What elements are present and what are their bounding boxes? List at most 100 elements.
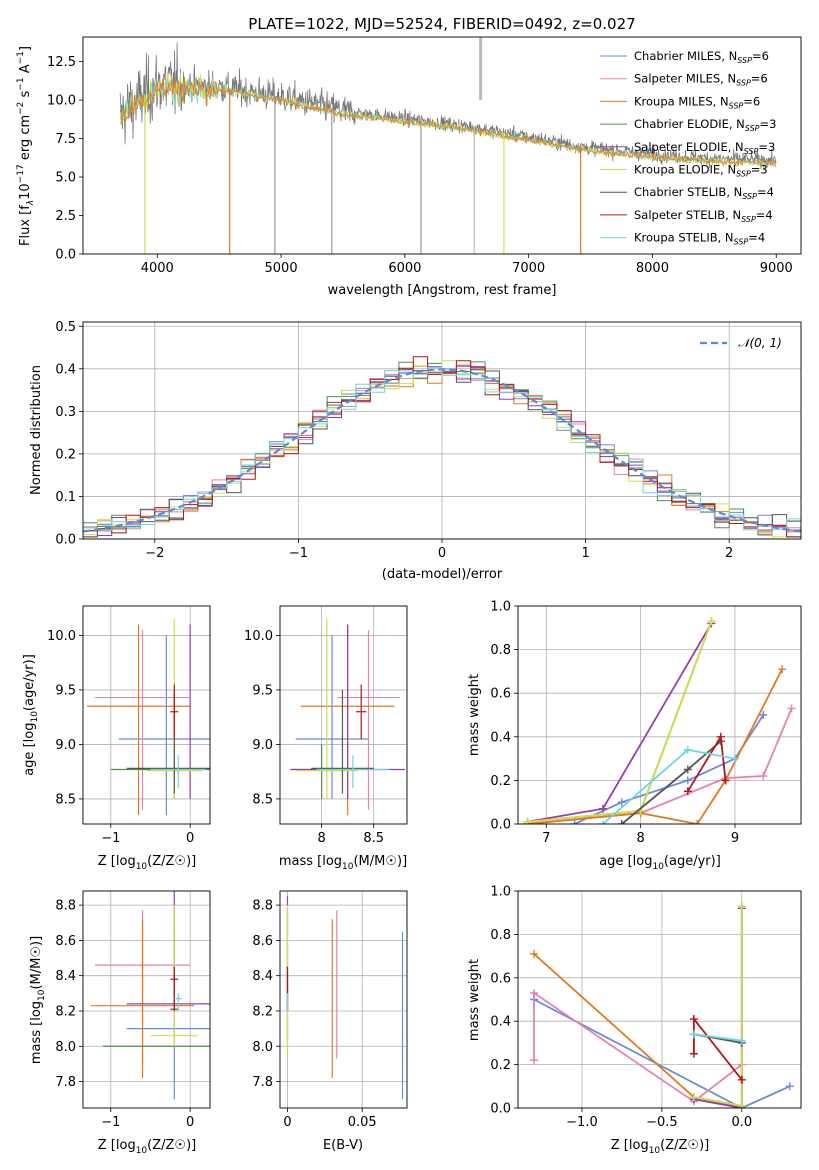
subscript: SSP xyxy=(744,147,759,156)
label-part: 10 xyxy=(18,183,33,200)
x-axis-label: Z [log10(Z/Z☉)] xyxy=(98,854,196,872)
y-tick-label: 8.4 xyxy=(55,969,76,984)
y-tick-label: 7.5 xyxy=(55,132,76,147)
weight-marker xyxy=(570,820,579,824)
x-tick-label: 6000 xyxy=(388,261,421,276)
weight-series xyxy=(693,906,743,1107)
x-tick-label: −2 xyxy=(145,546,164,561)
errorbars xyxy=(286,896,404,1100)
y-tick-label: 2.5 xyxy=(55,209,76,224)
weight-marker xyxy=(689,1015,698,1024)
y-tick-label: 8.8 xyxy=(55,899,76,914)
weight-marker xyxy=(617,820,626,824)
y-tick-label: 9.5 xyxy=(252,683,273,698)
label-part: =4 xyxy=(748,231,765,245)
subscript: SSP xyxy=(745,124,760,133)
label-part: (M/M☉)] xyxy=(353,854,407,869)
spectrum-lines xyxy=(119,37,777,254)
x-tick-label: 0 xyxy=(186,1115,194,1130)
legend-label: Kroupa ELODIE, NSSP=3 xyxy=(634,163,768,179)
y-tick-label: 0.1 xyxy=(55,490,76,505)
histograms xyxy=(83,356,801,538)
y-tick-label: 10.0 xyxy=(47,629,76,644)
weight-marker xyxy=(730,754,739,763)
x-tick-label: 5000 xyxy=(265,261,298,276)
x-tick-label: 9000 xyxy=(760,261,793,276)
subscript: 10 xyxy=(37,989,47,1001)
x-tick-label: 0.05 xyxy=(348,1115,377,1130)
x-tick-label: 0 xyxy=(438,546,446,561)
y-tick-label: 0.2 xyxy=(490,774,511,789)
weight-marker xyxy=(707,617,716,626)
label-part: (M/M☉)] xyxy=(29,936,44,990)
y-axis-label: mass weight xyxy=(467,959,482,1041)
weight-marker xyxy=(689,1093,698,1102)
weight-series xyxy=(527,668,783,824)
subscript: 10 xyxy=(342,862,354,872)
weight-marker xyxy=(529,1056,538,1065)
x-axis-label: Z [log10(Z/Z☉)] xyxy=(98,1138,196,1156)
weight-series xyxy=(533,998,791,1108)
label-part: (age/yr)] xyxy=(664,854,721,869)
x-tick-label: 7 xyxy=(542,831,550,846)
label-part: (Z/Z☉)] xyxy=(147,1138,196,1153)
y-tick-label: 9.0 xyxy=(252,738,273,753)
label-part: ] xyxy=(18,46,33,51)
y-axis-label: Normed distribution xyxy=(29,365,44,495)
y-tick-label: 8.6 xyxy=(252,934,273,949)
y-tick-label: 8.0 xyxy=(55,1040,76,1055)
weight-marker xyxy=(529,988,538,997)
label-part: =4 xyxy=(756,208,773,222)
y-tick-label: 8.5 xyxy=(252,792,273,807)
superscript: −1 xyxy=(16,51,26,64)
label-part: =3 xyxy=(760,117,777,131)
legend-label: Chabrier ELODIE, NSSP=3 xyxy=(634,117,776,133)
y-tick-label: 8.0 xyxy=(252,1040,273,1055)
y-tick-label: 0.2 xyxy=(490,1058,511,1073)
weight-marker xyxy=(523,817,532,824)
y-tick-label: 7.8 xyxy=(252,1075,273,1090)
weight-series xyxy=(693,1033,742,1042)
weight-series xyxy=(693,1016,743,1081)
weight-series xyxy=(533,991,743,1103)
label-part: =3 xyxy=(758,140,775,154)
weight-marker xyxy=(737,1101,746,1108)
y-tick-label: 0.0 xyxy=(55,533,76,548)
axes-frame xyxy=(82,605,211,825)
x-tick-label: 0 xyxy=(186,831,194,846)
weight-series xyxy=(693,906,743,1107)
x-tick-label: −1 xyxy=(101,1115,120,1130)
superscript: −1 xyxy=(16,77,26,90)
weight-marker xyxy=(617,798,626,807)
label-part: (age/yr)] xyxy=(22,654,37,711)
x-axis-label: (data-model)/error xyxy=(382,567,503,582)
subscript: 10 xyxy=(649,1146,661,1156)
weight-marker xyxy=(689,1049,698,1058)
legend-label: Chabrier MILES, NSSP=6 xyxy=(634,49,769,65)
x-tick-label: 7000 xyxy=(512,261,545,276)
x-tick-label: 8.5 xyxy=(363,831,384,846)
x-axis-label: E(B-V) xyxy=(323,1138,363,1153)
x-axis-label: age [log10(age/yr)] xyxy=(599,854,721,872)
subscript: SSP xyxy=(736,170,751,179)
label-part: =4 xyxy=(757,185,774,199)
x-tick-label: 9 xyxy=(731,831,739,846)
errorbars xyxy=(290,619,405,816)
y-tick-label: 8.4 xyxy=(252,969,273,984)
legend-label: Salpeter ELODIE, NSSP=3 xyxy=(634,140,775,156)
label-part: =3 xyxy=(751,163,768,177)
plots: 4000 5000 6000 7000 8000 90000.02.55.07.510.0… xyxy=(16,36,802,1156)
x-tick-label: 1 xyxy=(581,546,589,561)
x-tick-label: 0.0 xyxy=(731,1115,752,1130)
y-tick-label: 0.8 xyxy=(490,928,511,943)
label-part: (Z/Z☉)] xyxy=(660,1138,709,1153)
y-tick-label: 5.0 xyxy=(55,171,76,186)
x-axis-label: wavelength [Angstrom, rest frame] xyxy=(328,283,557,298)
histogram-series xyxy=(83,367,801,538)
y-tick-label: 0.4 xyxy=(55,362,76,377)
y-tick-label: 10.0 xyxy=(244,629,273,644)
y-tick-label: 0.6 xyxy=(490,971,511,986)
y-tick-label: 0.8 xyxy=(490,643,511,658)
subscript: SSP xyxy=(729,101,744,110)
